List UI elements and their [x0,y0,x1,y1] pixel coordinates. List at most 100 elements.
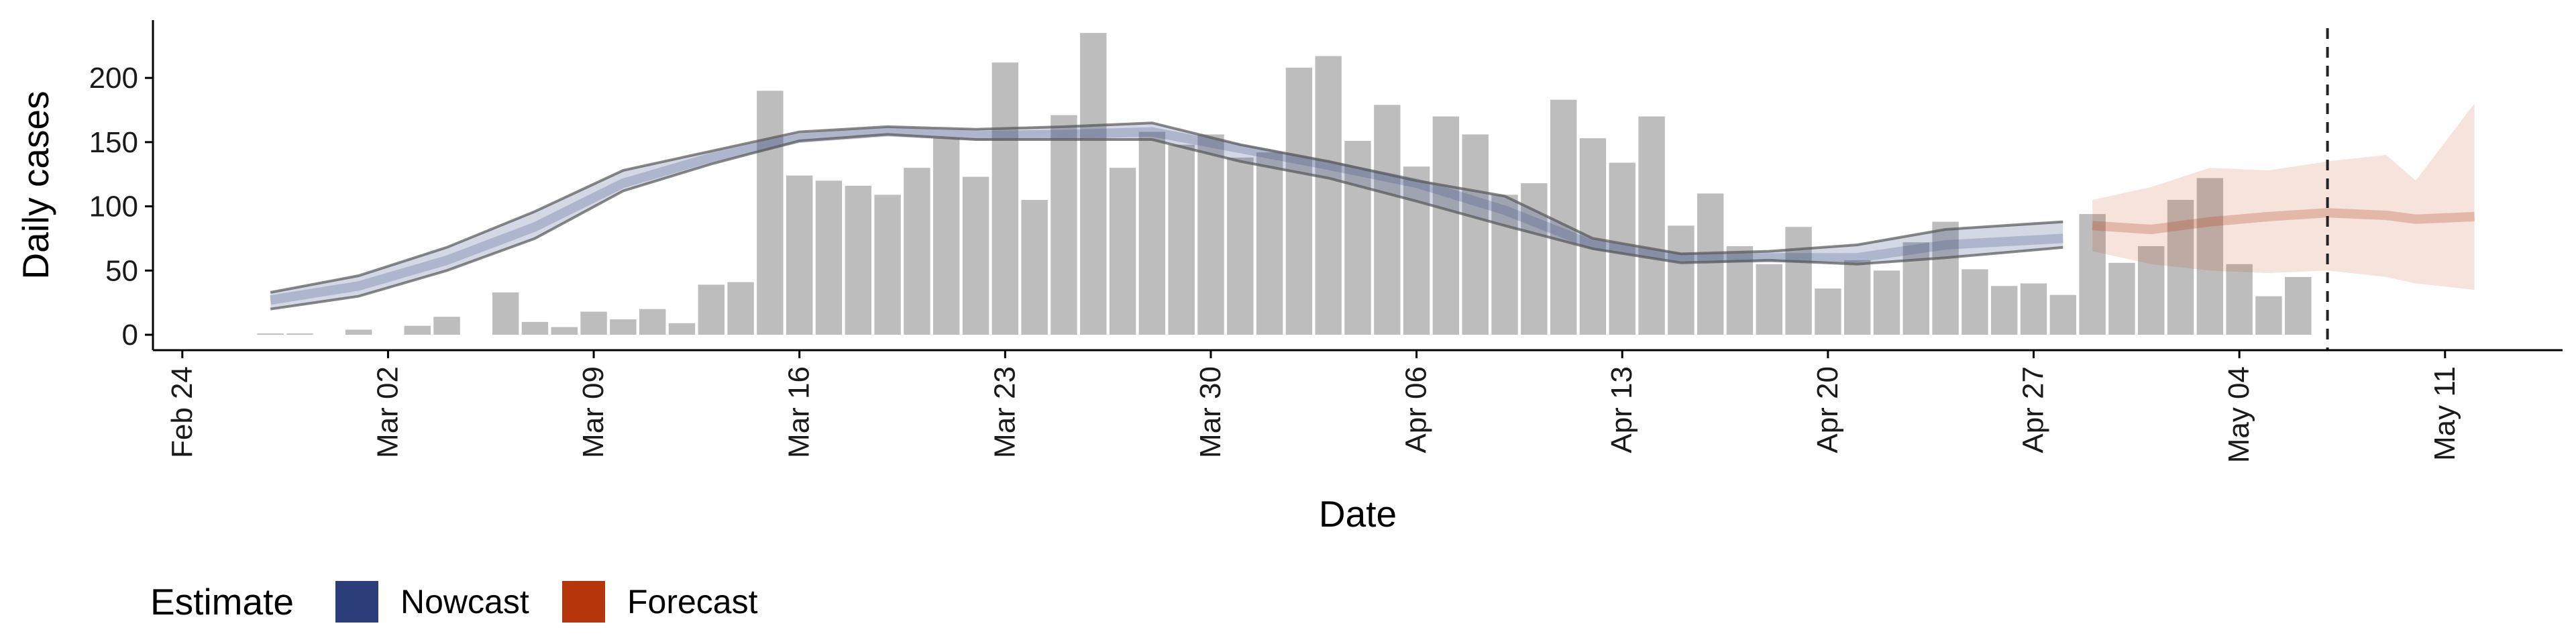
bar-2020-03-24 [1021,200,1048,335]
bar-2020-04-13 [1609,162,1635,335]
bar-2020-04-29 [2079,214,2106,335]
y-axis-title: Daily cases [15,91,56,279]
bar-2020-03-14 [727,282,754,335]
y-tick-label-200: 200 [89,62,138,95]
bar-2020-03-11 [639,309,666,335]
x-tick-label-2020-03-02: Mar 02 [371,366,404,458]
bar-2020-04-19 [1785,227,1812,335]
bar-2020-04-06 [1403,166,1430,335]
bar-2020-03-27 [1109,168,1136,335]
legend-label-nowcast: Nowcast [400,583,529,621]
bar-2020-03-12 [668,323,696,335]
bar-2020-03-13 [698,284,725,335]
x-tick-label-2020-04-13: Apr 13 [1605,366,1638,453]
bar-2020-03-23 [991,62,1019,335]
y-tick-label-150: 150 [89,126,138,159]
bar-2020-03-26 [1080,33,1107,335]
axes: 0 50 100 150 200 Feb 24 Mar 02 Mar 09 Mar 16 Mar… [89,20,2563,463]
x-tick-label-2020-03-23: Mar 23 [988,366,1021,458]
bar-2020-04-11 [1550,99,1577,335]
bar-2020-03-21 [933,138,960,335]
bar-2020-03-19 [874,195,901,335]
bar-2020-03-28 [1138,131,1166,335]
median-forecast [2092,208,2475,234]
x-tick-label-2020-02-24: Feb 24 [166,366,199,458]
bar-2020-04-14 [1638,116,1665,335]
bar-2020-05-06 [2285,276,2312,335]
bar-2020-04-21 [1843,260,1871,335]
x-tick-label-2020-04-27: Apr 27 [2017,366,2050,453]
nowcast-lower-line [270,133,2063,311]
bar-2020-03-04 [433,317,460,335]
bar-2020-04-01 [1256,152,1283,335]
bar-2020-03-03 [404,325,431,335]
bar-2020-04-05 [1374,105,1401,335]
x-tick-label-2020-04-20: Apr 20 [1811,366,1844,453]
bar-2020-03-20 [904,168,930,335]
nowcast-upper-line [270,121,2063,294]
bar-2020-05-04 [2226,264,2253,335]
legend: Estimate Nowcast Forecast [150,581,758,623]
bar-2020-04-08 [1462,134,1489,335]
y-tick-label-100: 100 [89,191,138,223]
bar-2020-04-27 [2020,283,2047,335]
bar-2020-04-12 [1579,138,1607,335]
bar-2020-04-24 [1932,221,1959,335]
bar-2020-03-06 [492,292,519,335]
bars-layer [257,33,2312,335]
bar-2020-03-07 [521,321,549,335]
x-tick-label-2020-05-04: May 04 [2222,366,2255,463]
bar-2020-03-25 [1051,115,1077,335]
y-tick-label-50: 50 [105,254,138,287]
bar-2020-03-18 [845,185,872,335]
bar-2020-02-27 [257,333,284,335]
bar-2020-04-23 [1902,242,1930,335]
legend-label-forecast: Forecast [627,583,758,621]
x-tick-label-2020-05-11: May 11 [2428,366,2461,461]
bar-2020-03-30 [1197,134,1224,335]
bar-2020-03-15 [757,91,784,335]
bar-2020-03-08 [551,327,578,335]
median-nowcast [270,127,2063,305]
bar-2020-03-10 [610,319,637,335]
x-tick-label-2020-03-30: Mar 30 [1194,366,1227,458]
x-tick-label-2020-04-06: Apr 06 [1400,366,1433,453]
x-axis-title: Date [1319,493,1397,535]
bar-2020-02-28 [286,333,313,335]
x-tick-label-2020-03-09: Mar 09 [577,366,610,458]
bar-2020-04-18 [1756,264,1782,335]
y-tick-label-0: 0 [122,319,138,352]
bar-2020-03-01 [345,329,372,335]
bar-2020-05-05 [2255,296,2282,335]
legend-swatch-forecast [562,581,605,623]
bar-2020-05-01 [2138,246,2165,335]
bar-2020-04-28 [2049,294,2077,335]
bar-2020-04-30 [2108,262,2135,335]
bar-2020-03-16 [786,175,813,335]
lines-layer [270,121,2475,311]
bar-2020-05-03 [2196,178,2224,335]
bar-2020-04-09 [1491,195,1518,335]
bar-2020-03-17 [815,180,843,335]
bar-2020-03-22 [962,176,989,335]
bands-layer [270,103,2475,309]
bar-2020-04-03 [1315,56,1342,335]
bar-2020-04-15 [1668,225,1695,335]
bar-2020-04-02 [1285,67,1313,335]
bar-2020-04-16 [1697,193,1724,335]
bar-2020-03-09 [580,311,607,335]
bar-2020-05-02 [2167,200,2194,335]
legend-title: Estimate [150,581,294,623]
legend-swatch-nowcast [335,581,378,623]
y-ticks: 0 50 100 150 200 [89,62,153,352]
band-forecast [2092,103,2475,290]
x-ticks: Feb 24 Mar 02 Mar 09 Mar 16 Mar 23 Mar 30 Apr … [166,350,2461,463]
bar-2020-04-07 [1432,116,1460,335]
bar-2020-04-26 [1990,286,2018,335]
bar-2020-04-10 [1521,183,1548,335]
bar-2020-04-20 [1815,288,1841,335]
x-tick-label-2020-03-16: Mar 16 [783,366,816,458]
bar-2020-04-25 [1962,269,1988,335]
bar-2020-04-04 [1344,140,1371,335]
